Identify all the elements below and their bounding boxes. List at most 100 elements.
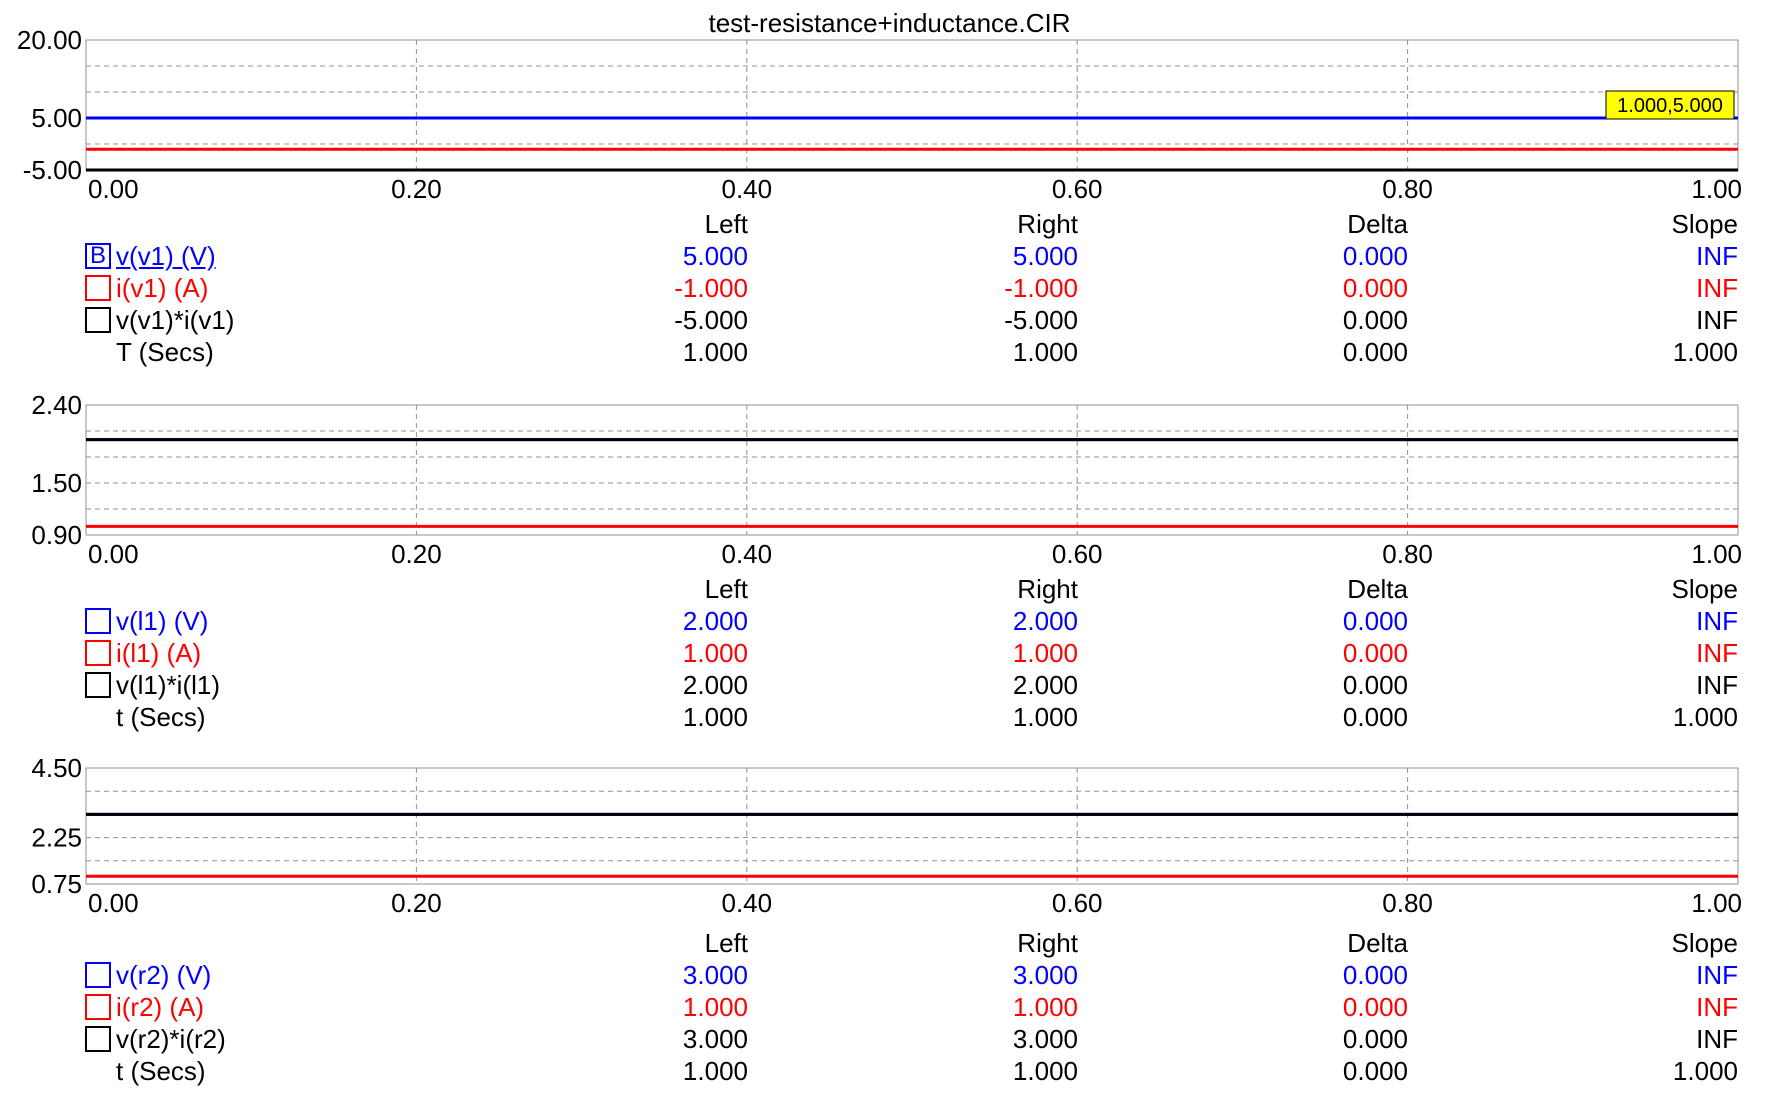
plot-frame: [85, 404, 1739, 536]
cursor-marker-box: [1605, 90, 1735, 120]
series-select-checkbox[interactable]: [85, 307, 111, 333]
series-select-checkbox[interactable]: [85, 962, 111, 988]
y-tick-label: 0.75: [31, 869, 82, 899]
time-right-value: 1.000: [1012, 702, 1078, 732]
slope-value: INF: [1696, 670, 1738, 700]
time-slope-value: 1.000: [1672, 337, 1738, 367]
delta-value: 0.000: [1342, 638, 1408, 668]
cursor-row[interactable]: i(l1) (A) 1.000 1.000 0.000 INF: [0, 635, 1779, 671]
x-tick-label: 1.00: [1691, 888, 1742, 918]
x-tick-label: 0.60: [1052, 174, 1103, 204]
x-tick-label: 0.20: [391, 174, 442, 204]
time-left-value: 1.000: [682, 1056, 748, 1086]
column-header-slope: Slope: [1671, 574, 1739, 604]
column-header-delta: Delta: [1347, 209, 1408, 239]
series-name[interactable]: i(v1) (A): [116, 273, 209, 303]
series-select-checkbox[interactable]: [85, 608, 111, 634]
series-name[interactable]: i(r2) (A): [116, 992, 205, 1022]
time-label: T (Secs): [116, 337, 214, 367]
time-left-value: 1.000: [682, 337, 748, 367]
series-select-checkbox[interactable]: [85, 275, 111, 301]
right-value: 5.000: [1012, 241, 1078, 271]
series-name[interactable]: v(r2) (V): [116, 960, 212, 990]
column-headers: Left Right Delta Slope: [0, 206, 1779, 242]
delta-value: 0.000: [1342, 241, 1408, 271]
series-name[interactable]: v(v1)*i(v1): [116, 305, 235, 335]
cursor-row[interactable]: i(v1) (A) -1.000 -1.000 0.000 INF: [0, 270, 1779, 306]
x-tick-label: 0.60: [1052, 539, 1103, 569]
right-value: 1.000: [1012, 992, 1078, 1022]
chart-title: test-resistance+inductance.CIR: [708, 8, 1071, 38]
series-select-checkbox[interactable]: [85, 1026, 111, 1052]
right-value: 2.000: [1012, 670, 1078, 700]
left-value: -5.000: [674, 305, 748, 335]
series-select-checkbox[interactable]: [85, 994, 111, 1020]
left-value: 5.000: [682, 241, 748, 271]
time-delta-value: 0.000: [1342, 1056, 1408, 1086]
right-value: 3.000: [1012, 1024, 1078, 1054]
delta-value: 0.000: [1342, 606, 1408, 636]
plot-frame: [85, 767, 1739, 885]
slope-value: INF: [1696, 1024, 1738, 1054]
right-value: -5.000: [1004, 305, 1078, 335]
left-value: 3.000: [682, 1024, 748, 1054]
x-tick-label: 0.40: [721, 539, 772, 569]
left-value: -1.000: [674, 273, 748, 303]
y-tick-label: 2.40: [31, 390, 82, 420]
column-header-delta: Delta: [1347, 928, 1408, 958]
slope-value: INF: [1696, 992, 1738, 1022]
column-header-left: Left: [704, 209, 748, 239]
delta-value: 0.000: [1342, 960, 1408, 990]
x-tick-label: 0.40: [721, 888, 772, 918]
column-header-right: Right: [1017, 574, 1078, 604]
cursor-row[interactable]: v(l1) (V) 2.000 2.000 0.000 INF: [0, 603, 1779, 639]
x-tick-label: 0.20: [391, 539, 442, 569]
series-select-checkbox[interactable]: [85, 672, 111, 698]
cursor-row[interactable]: v(v1)*i(v1) -5.000 -5.000 0.000 INF: [0, 302, 1779, 338]
delta-value: 0.000: [1342, 273, 1408, 303]
delta-value: 0.000: [1342, 992, 1408, 1022]
column-header-left: Left: [704, 574, 748, 604]
y-tick-label: 2.25: [31, 823, 82, 853]
x-tick-label: 0.20: [391, 888, 442, 918]
slope-value: INF: [1696, 638, 1738, 668]
series-name[interactable]: v(l1)*i(l1): [116, 670, 220, 700]
left-value: 2.000: [682, 670, 748, 700]
column-header-right: Right: [1017, 209, 1078, 239]
x-tick-label: 0.80: [1382, 888, 1433, 918]
delta-value: 0.000: [1342, 670, 1408, 700]
time-delta-value: 0.000: [1342, 337, 1408, 367]
column-header-delta: Delta: [1347, 574, 1408, 604]
column-headers: Left Right Delta Slope: [0, 925, 1779, 961]
x-tick-label: 0.80: [1382, 539, 1433, 569]
cursor-row[interactable]: v(r2) (V) 3.000 3.000 0.000 INF: [0, 957, 1779, 993]
series-name[interactable]: v(v1) (V): [116, 241, 216, 271]
y-tick-label: -5.00: [23, 155, 82, 185]
cursor-row[interactable]: v(r2)*i(r2) 3.000 3.000 0.000 INF: [0, 1021, 1779, 1057]
time-row: t (Secs) 1.000 1.000 0.000 1.000: [0, 1053, 1779, 1089]
slope-value: INF: [1696, 305, 1738, 335]
cursor-row[interactable]: v(l1)*i(l1) 2.000 2.000 0.000 INF: [0, 667, 1779, 703]
series-select-checkbox[interactable]: B: [85, 243, 111, 269]
time-right-value: 1.000: [1012, 1056, 1078, 1086]
delta-value: 0.000: [1342, 305, 1408, 335]
series-name[interactable]: v(l1) (V): [116, 606, 209, 636]
time-left-value: 1.000: [682, 702, 748, 732]
cursor-row[interactable]: i(r2) (A) 1.000 1.000 0.000 INF: [0, 989, 1779, 1025]
column-headers: Left Right Delta Slope: [0, 571, 1779, 607]
y-tick-label: 4.50: [31, 753, 82, 783]
time-row: t (Secs) 1.000 1.000 0.000 1.000: [0, 699, 1779, 735]
right-value: -1.000: [1004, 273, 1078, 303]
right-value: 3.000: [1012, 960, 1078, 990]
time-delta-value: 0.000: [1342, 702, 1408, 732]
y-tick-label: 20.00: [17, 25, 82, 55]
series-select-checkbox[interactable]: [85, 640, 111, 666]
cursor-marker-label: 1.000,5.000: [1617, 95, 1723, 117]
series-name[interactable]: v(r2)*i(r2): [116, 1024, 226, 1054]
left-value: 2.000: [682, 606, 748, 636]
series-name[interactable]: i(l1) (A): [116, 638, 202, 668]
